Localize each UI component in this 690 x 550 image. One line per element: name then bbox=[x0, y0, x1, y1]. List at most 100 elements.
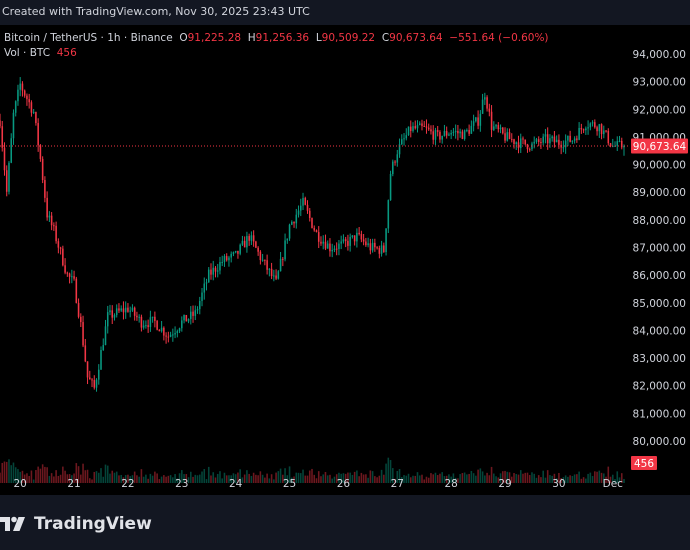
candle-body bbox=[185, 314, 188, 322]
candle-body bbox=[510, 139, 513, 141]
candle-body bbox=[39, 145, 42, 159]
candle-body bbox=[620, 140, 623, 148]
volume-bar bbox=[506, 471, 509, 483]
candle-body bbox=[127, 307, 129, 312]
candle-body bbox=[1, 126, 4, 148]
volume-bar bbox=[95, 471, 98, 483]
volume-bar bbox=[46, 467, 48, 483]
candle-body bbox=[468, 129, 470, 134]
volume-bar bbox=[282, 474, 284, 483]
candle-body bbox=[41, 158, 44, 181]
candle-body bbox=[28, 99, 30, 103]
candle-body bbox=[259, 251, 262, 261]
candle-body bbox=[201, 292, 203, 301]
volume-bar bbox=[502, 471, 504, 483]
volume-bar bbox=[80, 474, 82, 483]
candle-body bbox=[587, 127, 589, 129]
volume-legend: Vol · BTC 456 bbox=[4, 47, 77, 59]
candle-body bbox=[524, 139, 527, 145]
candle-body bbox=[513, 139, 515, 145]
candle-body bbox=[405, 135, 408, 139]
volume-bar bbox=[160, 476, 163, 483]
candle-body bbox=[436, 130, 439, 132]
volume-bar bbox=[14, 467, 17, 483]
volume-bar bbox=[23, 474, 26, 483]
candle-body bbox=[214, 267, 217, 272]
volume-bar bbox=[513, 473, 515, 483]
volume-bar bbox=[423, 479, 426, 483]
candle-body bbox=[50, 215, 53, 226]
volume-bar bbox=[243, 474, 246, 483]
low-label: L bbox=[315, 32, 322, 44]
volume-bar bbox=[234, 474, 237, 483]
volume-bar bbox=[400, 476, 403, 483]
candle-body bbox=[493, 126, 495, 130]
volume-bar bbox=[124, 475, 127, 483]
candle-body bbox=[21, 83, 24, 91]
time-tick-label: 26 bbox=[337, 478, 351, 490]
volume-bar bbox=[106, 465, 109, 483]
volume-bar bbox=[302, 469, 304, 483]
tradingview-logo[interactable]: TradingView bbox=[0, 512, 152, 536]
candle-body bbox=[347, 240, 349, 246]
candle-body bbox=[129, 310, 131, 312]
volume-bar bbox=[546, 470, 549, 483]
candle-body bbox=[266, 260, 268, 270]
candle-body bbox=[32, 112, 35, 114]
volume-bar bbox=[62, 466, 64, 483]
volume-bar bbox=[560, 478, 562, 483]
volume-bar bbox=[241, 477, 244, 483]
price-tick-label: 84,000.00 bbox=[633, 325, 686, 337]
candle-body bbox=[261, 259, 264, 261]
candle-body bbox=[315, 230, 318, 233]
volume-bar bbox=[495, 476, 497, 483]
volume-bar bbox=[10, 465, 13, 483]
volume-bar bbox=[122, 477, 125, 483]
candle-body bbox=[331, 249, 333, 252]
volume-bar bbox=[396, 470, 399, 483]
candle-body bbox=[104, 326, 107, 346]
volume-bar bbox=[360, 472, 363, 483]
candle-body bbox=[486, 97, 488, 109]
candle-body bbox=[477, 117, 479, 126]
chart-frame[interactable]: Bitcoin / TetherUS · 1h · Binance O91,22… bbox=[0, 25, 690, 495]
candle-body bbox=[495, 125, 497, 127]
candle-body bbox=[293, 221, 295, 224]
time-tick-label: Dec bbox=[603, 478, 624, 490]
volume-bar bbox=[524, 472, 527, 483]
candle-body bbox=[596, 127, 598, 132]
candle-body bbox=[97, 369, 100, 380]
volume-label: Vol · BTC bbox=[4, 47, 51, 59]
volume-bar bbox=[322, 474, 325, 483]
volume-bar bbox=[228, 475, 230, 483]
candle-body bbox=[203, 283, 206, 293]
volume-bar bbox=[73, 473, 75, 483]
candle-body bbox=[19, 83, 21, 90]
candle-body bbox=[37, 123, 39, 146]
volume-bar bbox=[582, 477, 585, 483]
volume-bar bbox=[66, 474, 69, 483]
volume-bar bbox=[21, 470, 24, 483]
candle-body bbox=[77, 302, 80, 317]
open-value: 91,225.28 bbox=[187, 32, 242, 44]
candle-body bbox=[484, 97, 486, 100]
candle-body bbox=[445, 130, 448, 136]
volume-bar bbox=[459, 474, 461, 483]
volume-bar bbox=[594, 471, 596, 483]
volume-bar bbox=[605, 476, 607, 483]
volume-bar bbox=[17, 469, 19, 483]
volume-bar bbox=[585, 478, 587, 483]
volume-bar bbox=[210, 475, 212, 483]
candle-body bbox=[479, 113, 482, 126]
candle-body bbox=[102, 345, 105, 351]
low-value: 90,509.22 bbox=[321, 32, 376, 44]
volume-bar bbox=[587, 473, 589, 483]
volume-bar bbox=[187, 477, 190, 483]
volume-bar bbox=[329, 474, 331, 483]
volume-bar bbox=[138, 476, 140, 483]
candle-body bbox=[317, 232, 320, 242]
volume-bar bbox=[338, 472, 340, 483]
price-chart[interactable]: 80,000.00 81,000.00 82,000.00 83,000.00 84,0… bbox=[0, 25, 690, 495]
last-volume-tag-text: 456 bbox=[634, 458, 654, 470]
volume-bar bbox=[75, 463, 78, 483]
